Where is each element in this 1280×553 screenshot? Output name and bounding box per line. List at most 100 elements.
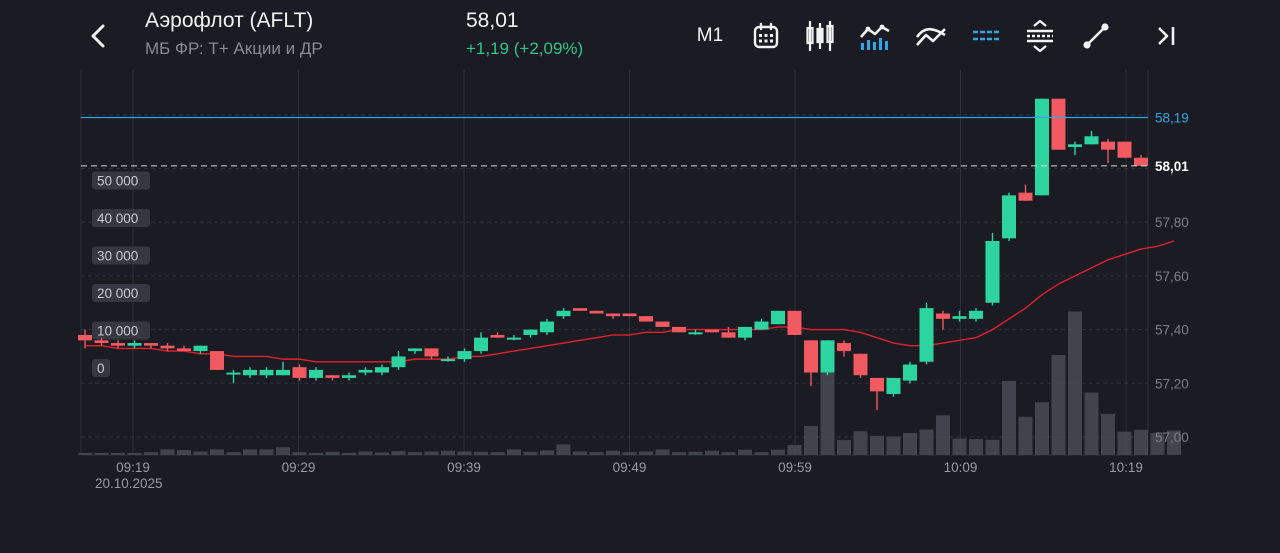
volume-bar	[94, 453, 109, 455]
volume-bar	[738, 449, 752, 455]
volume-tick-label: 40 000	[97, 211, 138, 226]
volume-tick-label: 0	[97, 361, 105, 376]
volume-bar	[1068, 311, 1082, 455]
candle-body	[985, 240, 1000, 303]
volume-bar	[589, 452, 604, 455]
candle-body	[276, 369, 290, 376]
indicators-button[interactable]	[856, 18, 894, 54]
volume-bar	[573, 451, 587, 455]
draw-line-button[interactable]	[1078, 18, 1114, 54]
candle-body	[309, 369, 323, 378]
level-label-bg	[1150, 108, 1196, 126]
candle-body	[1134, 157, 1148, 166]
price-scale-button[interactable]	[1022, 18, 1058, 54]
volume-bar	[853, 431, 868, 455]
candle-body	[688, 332, 703, 335]
volume-bar	[820, 372, 835, 455]
volume-bar	[276, 447, 290, 455]
draw-line-icon	[1083, 23, 1109, 49]
candle-body	[1068, 144, 1082, 148]
timeframe-button[interactable]: M1	[696, 25, 724, 46]
volume-bar	[1002, 380, 1016, 455]
calendar-button[interactable]	[748, 18, 784, 54]
y-tick-label: 57,20	[1155, 376, 1189, 391]
candle-body	[243, 369, 257, 376]
chart-header: Аэрофлот (AFLT) МБ ФР: Т+ Акции и ДР 58,…	[0, 0, 1280, 70]
volume-tick-label: 50 000	[97, 174, 138, 189]
candle-body	[556, 310, 571, 317]
volume-tick-bg	[92, 246, 150, 265]
volume-tick-bg	[92, 209, 150, 227]
volume-bar	[243, 449, 257, 455]
date-label: 20.10.2025	[95, 476, 163, 490]
volume-bar	[226, 452, 241, 455]
candle-body	[144, 343, 158, 346]
volume-tick-label: 30 000	[97, 249, 138, 264]
compare-icon	[915, 27, 946, 46]
volume-bar	[639, 451, 653, 455]
candle-body	[754, 321, 769, 330]
volume-bar	[177, 450, 191, 455]
price-chart[interactable]: 0 10 000 20 000 30 000 40 000 50 000 57,00 57,2…	[0, 70, 1280, 490]
volume-bar	[754, 452, 769, 455]
volume-bar	[424, 451, 439, 455]
candle-body	[78, 334, 92, 341]
volume-bar	[903, 433, 917, 455]
last-price: 58,01	[466, 9, 519, 32]
volume-bar	[1018, 416, 1033, 455]
volume-bar	[210, 449, 224, 455]
volume-bar	[127, 453, 142, 455]
volume-bar	[474, 451, 488, 455]
candle-body	[936, 313, 950, 319]
candle-body	[391, 356, 406, 368]
volume-tick-bg	[92, 284, 150, 302]
volume-bar	[144, 452, 158, 455]
exchange-info: МБ ФР: Т+ Акции и ДР	[145, 39, 323, 58]
candle-body	[606, 313, 620, 317]
candle-body	[490, 334, 505, 338]
compare-button[interactable]	[912, 18, 950, 54]
back-button[interactable]	[84, 18, 114, 54]
candle-body	[903, 364, 917, 381]
candle-body	[441, 359, 455, 362]
candle-body	[853, 353, 868, 376]
volume-bar	[936, 415, 950, 455]
volume-bar	[309, 452, 323, 455]
current-price-label-bg	[1150, 156, 1196, 174]
volume-bar	[111, 453, 125, 455]
horizontal-lines-icon	[973, 30, 999, 41]
chart-type-button[interactable]	[802, 18, 838, 54]
volume-tick-label: 10 000	[97, 324, 138, 339]
candle-body	[870, 377, 884, 392]
candle-body	[787, 310, 802, 335]
volume-bar	[160, 449, 175, 455]
candle-body	[886, 377, 901, 395]
y-tick-label: 57,00	[1155, 430, 1189, 445]
candle-body	[1084, 136, 1099, 145]
y-tick-label: 57,40	[1155, 323, 1189, 338]
indicator-icon	[860, 24, 890, 50]
candle-body	[1101, 141, 1115, 150]
candle-body	[721, 332, 736, 338]
go-to-end-button[interactable]	[1148, 18, 1182, 54]
candle-body	[639, 316, 653, 322]
volume-bar	[193, 451, 208, 455]
volume-bar	[342, 452, 356, 455]
horizontal-lines-button[interactable]	[968, 18, 1004, 54]
candle-body	[127, 343, 142, 346]
candle-body	[226, 372, 241, 375]
candle-body	[94, 340, 109, 344]
volume-tick-label: 20 000	[97, 286, 138, 301]
volume-bar	[325, 451, 340, 455]
candle-body	[160, 345, 175, 349]
volume-bar	[375, 452, 389, 455]
volume-bar	[441, 450, 455, 455]
x-tick-label: 09:59	[778, 460, 812, 475]
candle-body	[210, 351, 224, 370]
go-to-end-icon	[1158, 27, 1175, 45]
candle-body	[177, 348, 191, 352]
candle-body	[342, 375, 356, 378]
x-tick-label: 09:29	[282, 460, 316, 475]
x-tick-label: 09:39	[447, 460, 481, 475]
candle-body	[820, 340, 835, 373]
